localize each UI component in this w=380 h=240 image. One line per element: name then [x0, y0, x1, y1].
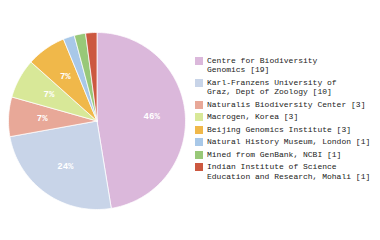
- html-text:Centre for Biodiversity Genomi: Centre for Biodiversity Genomics [19]: [207, 55, 318, 75]
- html-text:Indian Institute of Science Ed: Indian Institute of Science Education an…: [207, 162, 371, 181]
- svg-text:7%: 7%: [43, 90, 54, 100]
- html-text:Mined from GenBank, NCBI [1]: Mined from GenBank, NCBI [1]: [207, 149, 342, 159]
- svg-text:46%: 46%: [144, 112, 161, 122]
- html-text:Beijing Genomics Institute [3]: Beijing Genomics Institute [3]: [207, 124, 351, 134]
- html-text:Naturalis Biodiversity Center: Naturalis Biodiversity Center [3]: [207, 99, 366, 109]
- html-text:Karl-Franzens University of Gr: Karl-Franzens University of Graz, Dept o…: [207, 77, 337, 97]
- svg-text:7%: 7%: [37, 114, 48, 124]
- svg-text:7%: 7%: [60, 72, 71, 82]
- svg-text:24%: 24%: [57, 161, 74, 171]
- html-text:Natural History Museum, London: Natural History Museum, London [1]: [207, 137, 371, 147]
- html-text:Macrogen, Korea [3]: Macrogen, Korea [3]: [207, 112, 299, 122]
